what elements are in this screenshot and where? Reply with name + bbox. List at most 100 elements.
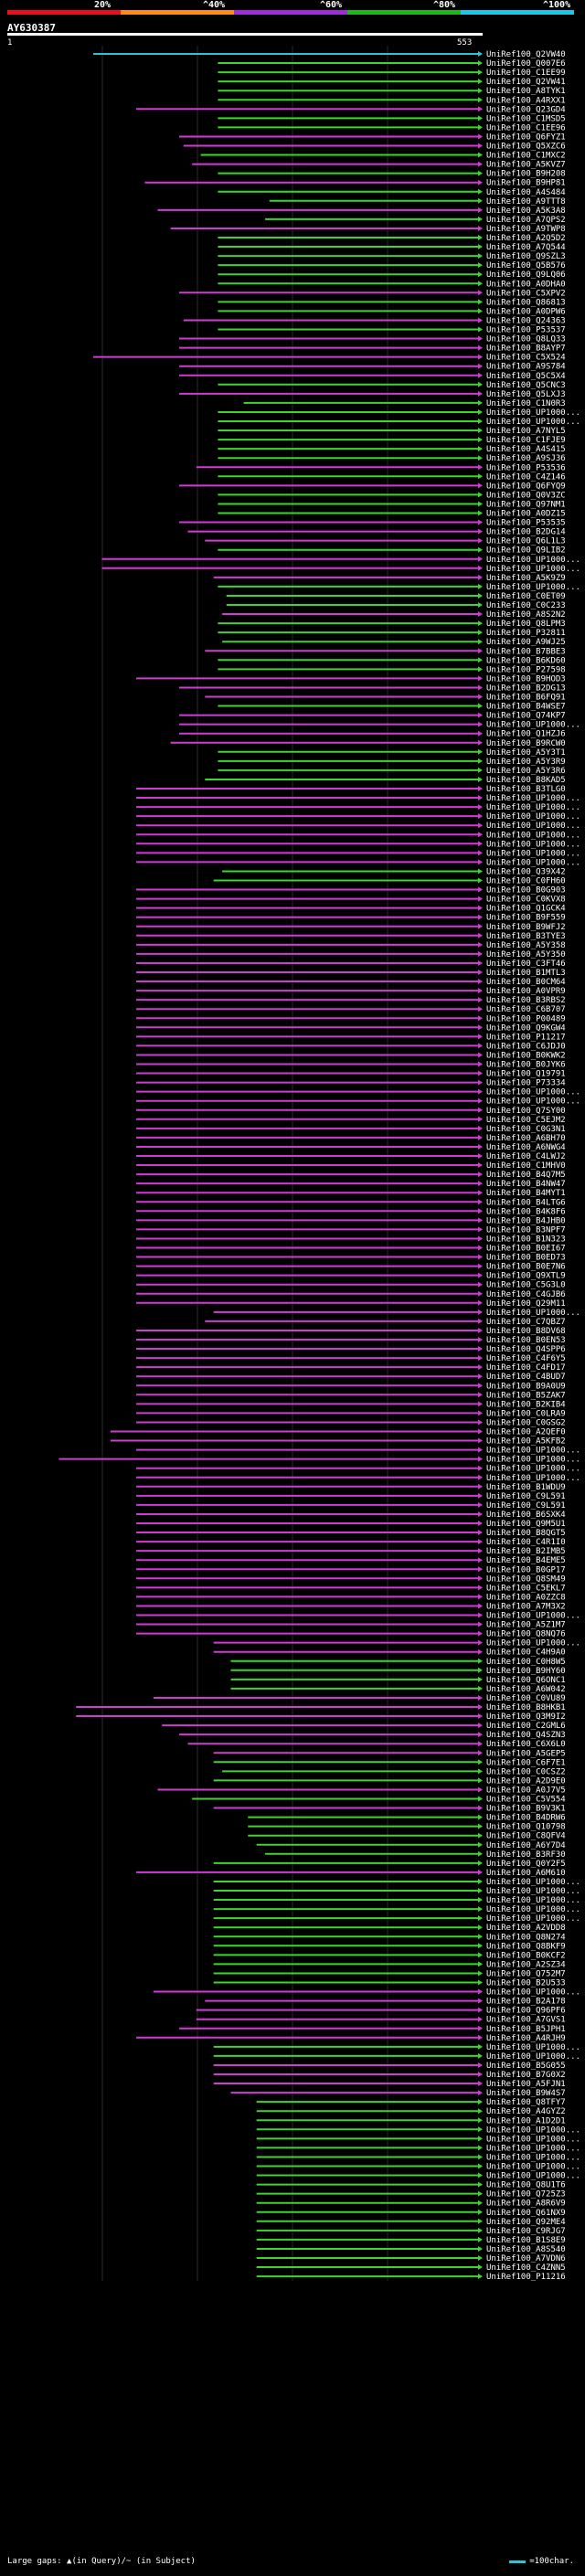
hit-label[interactable]: UniRef100_Q9M5U1 <box>486 1520 566 1529</box>
hit-row[interactable]: UniRef100_Q5XZC6 <box>183 143 566 152</box>
hit-label[interactable]: UniRef100_A4S415 <box>486 445 566 454</box>
hit-row[interactable]: UniRef100_B7G0X2 <box>213 2071 566 2080</box>
hit-row[interactable]: UniRef100_Q1GCK4 <box>136 905 566 914</box>
hit-label[interactable]: UniRef100_Q9LIB2 <box>486 546 566 556</box>
hit-label[interactable]: UniRef100_Q8LPM3 <box>486 620 566 629</box>
hit-row[interactable]: UniRef100_C6JDJ0 <box>136 1042 566 1051</box>
hit-label[interactable]: UniRef100_UP1000... <box>486 831 580 840</box>
hit-label[interactable]: UniRef100_Q4SPP6 <box>486 1345 566 1354</box>
hit-row[interactable]: UniRef100_B4Q7M5 <box>136 1171 566 1180</box>
hit-row[interactable]: UniRef100_B0CM64 <box>136 978 566 987</box>
hit-label[interactable]: UniRef100_UP1000... <box>486 583 580 592</box>
hit-row[interactable]: UniRef100_UP1000... <box>136 840 580 849</box>
hit-label[interactable]: UniRef100_C4LWJ2 <box>486 1152 566 1161</box>
hit-label[interactable]: UniRef100_C0ET09 <box>486 592 566 601</box>
hit-row[interactable]: UniRef100_C4GJB6 <box>136 1290 566 1299</box>
hit-row[interactable]: UniRef100_Q5B576 <box>218 261 566 270</box>
hit-row[interactable]: UniRef100_B3RBS2 <box>136 996 566 1005</box>
hit-row[interactable]: UniRef100_UP1000... <box>136 794 580 803</box>
hit-row[interactable]: UniRef100_Q1HZJ6 <box>179 730 566 739</box>
hit-row[interactable]: UniRef100_C5V554 <box>192 1796 566 1805</box>
hit-row[interactable]: UniRef100_B3TLG0 <box>136 785 566 794</box>
hit-row[interactable]: UniRef100_UP1000... <box>136 1612 580 1621</box>
hit-label[interactable]: UniRef100_C1MHV0 <box>486 1161 566 1171</box>
hit-label[interactable]: UniRef100_Q7SY00 <box>486 1107 566 1116</box>
hit-row[interactable]: UniRef100_UP1000... <box>136 1447 580 1456</box>
hit-label[interactable]: UniRef100_C4F6Y5 <box>486 1354 566 1363</box>
hit-row[interactable]: UniRef100_UP1000... <box>153 1988 580 1998</box>
hit-label[interactable]: UniRef100_Q39X42 <box>486 867 566 876</box>
hit-row[interactable]: UniRef100_UP1000... <box>256 2144 580 2153</box>
hit-row[interactable]: UniRef100_C0FH60 <box>213 877 566 886</box>
hit-label[interactable]: UniRef100_B8DV68 <box>486 1327 566 1336</box>
hit-row[interactable]: UniRef100_Q29M11 <box>136 1299 566 1309</box>
hit-label[interactable]: UniRef100_Q3M9I2 <box>486 1712 566 1722</box>
hit-label[interactable]: UniRef100_P32811 <box>486 629 566 638</box>
hit-label[interactable]: UniRef100_Q8TFY7 <box>486 2098 566 2107</box>
hit-label[interactable]: UniRef100_B2IMB5 <box>486 1547 566 1556</box>
hit-label[interactable]: UniRef100_Q96PF6 <box>486 2007 566 2016</box>
hit-label[interactable]: UniRef100_A1D2D1 <box>486 2116 566 2125</box>
hit-row[interactable]: UniRef100_A6Y7D4 <box>256 1841 566 1850</box>
hit-row[interactable]: UniRef100_B0E7N6 <box>136 1263 566 1272</box>
hit-label[interactable]: UniRef100_UP1000... <box>486 2043 580 2052</box>
hit-label[interactable]: UniRef100_C4Z146 <box>486 472 566 482</box>
hit-row[interactable]: UniRef100_C1EE96 <box>218 123 566 133</box>
hit-row[interactable]: UniRef100_A5Y3R9 <box>218 758 566 767</box>
hit-label[interactable]: UniRef100_P53536 <box>486 463 566 472</box>
hit-row[interactable]: UniRef100_Q10798 <box>248 1823 566 1832</box>
hit-label[interactable]: UniRef100_Q0V3ZC <box>486 491 566 500</box>
hit-row[interactable]: UniRef100_C6X6L0 <box>187 1740 566 1749</box>
hit-row[interactable]: UniRef100_C6F7E1 <box>213 1758 566 1767</box>
hit-label[interactable]: UniRef100_B5JPH1 <box>486 2025 566 2034</box>
hit-row[interactable]: UniRef100_C9RJG7 <box>256 2227 566 2236</box>
hit-label[interactable]: UniRef100_B0G903 <box>486 886 566 896</box>
hit-row[interactable]: UniRef100_B4K8F6 <box>136 1207 566 1216</box>
hit-row[interactable]: UniRef100_P00489 <box>136 1014 566 1023</box>
hit-row[interactable]: UniRef100_B8AYP7 <box>179 345 566 354</box>
hit-row[interactable]: UniRef100_UP1000... <box>136 812 580 822</box>
hit-row[interactable]: UniRef100_Q0Y2F5 <box>213 1860 566 1869</box>
hit-label[interactable]: UniRef100_C0LRA9 <box>486 1409 566 1418</box>
hit-row[interactable]: UniRef100_A5Y358 <box>136 941 566 950</box>
hit-row[interactable]: UniRef100_UP1000... <box>136 1088 580 1097</box>
hit-row[interactable]: UniRef100_UP1000... <box>136 1474 580 1483</box>
hit-label[interactable]: UniRef100_UP1000... <box>486 794 580 803</box>
hit-row[interactable]: UniRef100_B8QGT5 <box>136 1529 566 1538</box>
hit-row[interactable]: UniRef100_B0G903 <box>136 886 566 896</box>
hit-row[interactable]: UniRef100_UP1000... <box>136 1465 580 1474</box>
hit-row[interactable]: UniRef100_UP1000... <box>136 803 580 812</box>
hit-row[interactable]: UniRef100_Q4SZN3 <box>179 1731 566 1740</box>
hit-label[interactable]: UniRef100_UP1000... <box>486 721 580 730</box>
hit-label[interactable]: UniRef100_C4GJB6 <box>486 1290 566 1299</box>
hit-row[interactable]: UniRef100_C3FT46 <box>136 959 566 969</box>
hit-row[interactable]: UniRef100_C4F6Y5 <box>136 1354 566 1363</box>
hit-label[interactable]: UniRef100_C8QFV4 <box>486 1832 566 1841</box>
hit-label[interactable]: UniRef100_A5Y3R6 <box>486 767 566 776</box>
hit-row[interactable]: UniRef100_C6B707 <box>136 1005 566 1014</box>
hit-row[interactable]: UniRef100_A2QEF0 <box>110 1428 566 1437</box>
hit-label[interactable]: UniRef100_C6B707 <box>486 1005 566 1014</box>
hit-row[interactable]: UniRef100_P27598 <box>218 665 566 674</box>
hit-label[interactable]: UniRef100_UP1000... <box>486 2144 580 2153</box>
hit-label[interactable]: UniRef100_UP1000... <box>486 1447 580 1456</box>
hit-row[interactable]: UniRef100_B0KCF2 <box>213 1951 566 1960</box>
hit-label[interactable]: UniRef100_B4JHB0 <box>486 1216 566 1225</box>
hit-label[interactable]: UniRef100_UP1000... <box>486 1887 580 1896</box>
hit-label[interactable]: UniRef100_C1MSD5 <box>486 114 566 123</box>
hit-label[interactable]: UniRef100_A5K9Z9 <box>486 574 566 583</box>
hit-label[interactable]: UniRef100_C3FT46 <box>486 959 566 969</box>
hit-label[interactable]: UniRef100_C7QBZ7 <box>486 1318 566 1327</box>
hit-label[interactable]: UniRef100_C9L591 <box>486 1492 566 1501</box>
hit-row[interactable]: UniRef100_UP1000... <box>218 408 580 418</box>
hit-row[interactable]: UniRef100_Q8LPM3 <box>218 620 566 629</box>
hit-row[interactable]: UniRef100_C5EJM2 <box>136 1116 566 1125</box>
hit-label[interactable]: UniRef100_Q8NQ76 <box>486 1630 566 1639</box>
hit-label[interactable]: UniRef100_C0H8W5 <box>486 1658 566 1667</box>
hit-label[interactable]: UniRef100_UP1000... <box>486 2052 580 2062</box>
hit-row[interactable]: UniRef100_A6W042 <box>230 1685 566 1694</box>
hit-label[interactable]: UniRef100_B4NW47 <box>486 1180 566 1189</box>
hit-label[interactable]: UniRef100_A2QEF0 <box>486 1428 566 1437</box>
hit-row[interactable]: UniRef100_Q61NX9 <box>256 2209 566 2218</box>
hit-label[interactable]: UniRef100_C0GSG2 <box>486 1418 566 1427</box>
